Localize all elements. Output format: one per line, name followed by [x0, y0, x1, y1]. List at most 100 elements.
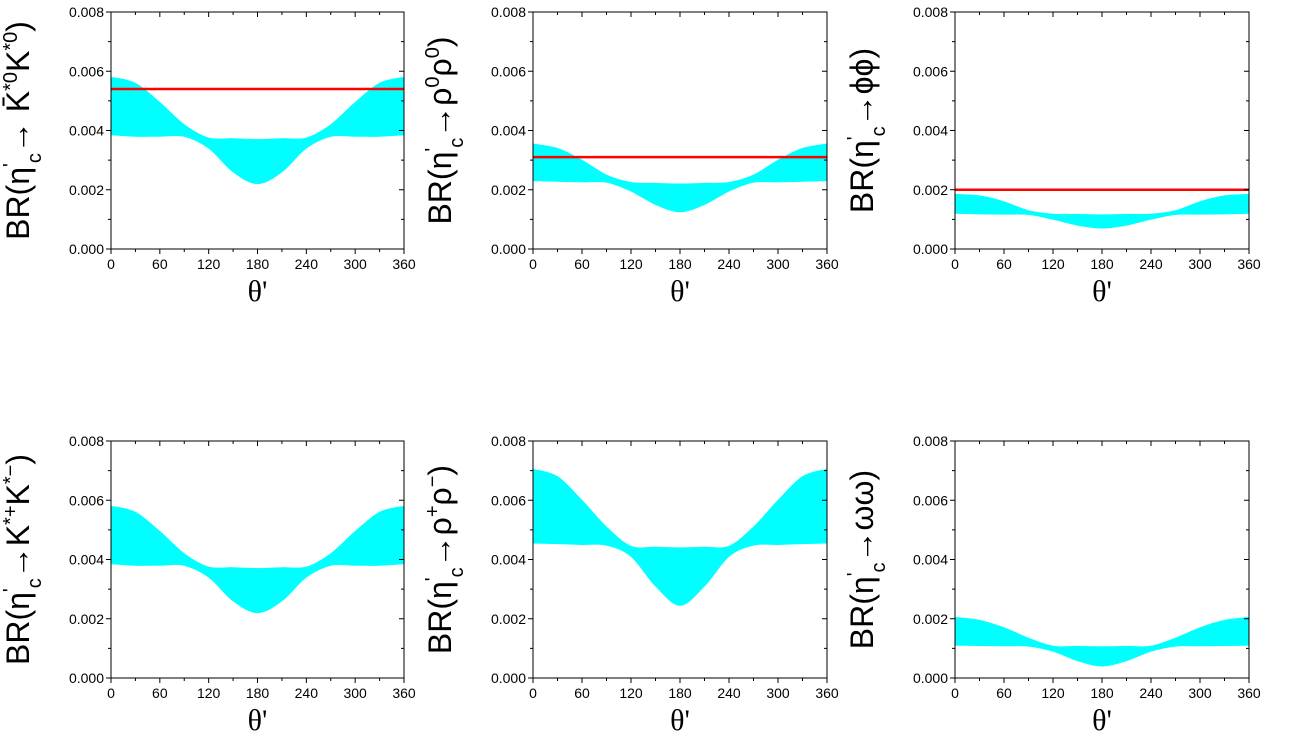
x-tick-label: 300	[766, 256, 790, 272]
x-tick-label: 120	[619, 685, 643, 701]
y-axis-label-part: '	[422, 577, 444, 581]
y-tick-label: 0.000	[69, 241, 104, 257]
x-tick-label: 0	[529, 256, 537, 272]
y-axis-label-part: +	[422, 505, 444, 517]
y-axis-label-part: BR(η	[844, 576, 880, 649]
x-axis-label: θ'	[1092, 704, 1112, 737]
y-tick-label: 0.004	[491, 552, 526, 568]
y-axis-label-part: )	[422, 465, 458, 476]
y-tick-label: 0.000	[491, 241, 526, 257]
x-tick-label: 60	[152, 685, 168, 701]
y-tick-label: 0.002	[491, 182, 526, 198]
y-axis-label-part: BR(η	[422, 581, 458, 654]
x-tick-label: 0	[529, 685, 537, 701]
x-tick-label: 120	[1041, 256, 1065, 272]
prediction-band	[954, 193, 1250, 229]
x-axis-label: θ'	[670, 275, 690, 308]
y-tick-label: 0.000	[913, 670, 948, 686]
y-axis-label-part: ρ	[422, 487, 458, 505]
y-tick-label: 0.004	[913, 552, 948, 568]
x-tick-label: 300	[1188, 685, 1212, 701]
y-axis-label-part: c	[868, 126, 890, 136]
y-axis-label-part: 0	[422, 47, 444, 58]
y-tick-label: 0.002	[913, 182, 948, 198]
x-tick-label: 240	[295, 685, 319, 701]
y-axis-label-part: →ρ	[422, 517, 458, 567]
chart-panel-top-middle: 0 60 120 180 240 300 360 0.000 0.002 0.004 0.006 0.…	[422, 4, 839, 308]
chart-panel-bottom-right: 0 60 120 180 240 300 360 0.000 0.002 0.004 0.006 0.…	[844, 433, 1261, 737]
prediction-band	[532, 143, 828, 213]
x-tick-label: 360	[815, 256, 839, 272]
y-axis-label-part: BR(η	[844, 140, 880, 213]
y-axis-label-part: →ωω)	[844, 470, 880, 563]
y-axis-label-part: →K	[0, 525, 36, 578]
y-axis-label: BR(η'c→K*+K*−)	[0, 454, 46, 665]
x-tick-label: 360	[1237, 256, 1261, 272]
y-tick-label: 0.008	[913, 4, 948, 20]
x-tick-label: 360	[1237, 685, 1261, 701]
x-tick-label: 120	[1041, 685, 1065, 701]
y-axis-label-part: )	[0, 454, 36, 465]
x-tick-label: 120	[197, 685, 221, 701]
x-tick-label: 360	[392, 685, 416, 701]
y-tick-label: 0.004	[69, 552, 104, 568]
y-axis-label-part: c	[446, 138, 468, 148]
y-axis-label-part: BR(η	[0, 167, 36, 240]
x-tick-label: 0	[951, 256, 959, 272]
y-axis-label-part: →	[0, 112, 36, 153]
x-tick-label: 180	[1090, 685, 1114, 701]
y-tick-label: 0.008	[913, 433, 948, 449]
x-tick-label: 300	[766, 685, 790, 701]
x-tick-label: 60	[996, 256, 1012, 272]
y-axis-label-part: '	[0, 163, 22, 167]
x-tick-label: 300	[1188, 256, 1212, 272]
y-axis-label-part: BR(η	[422, 152, 458, 225]
y-axis-label-part: '	[844, 572, 866, 576]
y-axis-label-part: 0	[422, 76, 444, 87]
chart-panel-bottom-left: 0 60 120 180 240 300 360 0.000 0.002 0.004 0.006 0.…	[0, 433, 416, 737]
chart-panel-bottom-middle: 0 60 120 180 240 300 360 0.000 0.002 0.004 0.006 0.…	[422, 433, 839, 737]
x-tick-label: 120	[197, 256, 221, 272]
x-axis-label: θ'	[1092, 275, 1112, 308]
chart-panel-top-left: 0 60 120 180 240 300 360 0.000 0.002 0.004 0.006 0.…	[0, 4, 416, 308]
y-axis-label-part: *0	[0, 32, 22, 51]
y-axis-label-part: BR(η	[0, 592, 36, 665]
y-tick-label: 0.006	[913, 492, 948, 508]
x-tick-label: 0	[951, 685, 959, 701]
y-tick-label: 0.002	[69, 611, 104, 627]
y-tick-label: 0.000	[69, 670, 104, 686]
x-axis-label: θ'	[248, 704, 268, 737]
y-tick-label: 0.006	[913, 63, 948, 79]
y-tick-label: 0.004	[491, 123, 526, 139]
x-tick-label: 60	[574, 685, 590, 701]
y-tick-label: 0.004	[69, 123, 104, 139]
x-tick-label: 300	[343, 685, 367, 701]
y-axis-label-part: →ρ	[422, 88, 458, 138]
x-tick-label: 60	[152, 256, 168, 272]
y-axis-label-part: )	[422, 36, 458, 47]
y-axis-label-part: '	[0, 588, 22, 592]
x-tick-label: 240	[717, 685, 741, 701]
plot-frame	[532, 11, 828, 250]
y-axis-label: BR(η'c→ωω)	[844, 470, 890, 649]
y-axis-label-part: '	[844, 136, 866, 140]
x-tick-label: 180	[668, 256, 692, 272]
y-tick-label: 0.000	[491, 670, 526, 686]
x-tick-label: 180	[1090, 256, 1114, 272]
y-tick-label: 0.006	[491, 63, 526, 79]
y-tick-label: 0.008	[69, 433, 104, 449]
x-tick-label: 60	[996, 685, 1012, 701]
y-tick-label: 0.004	[913, 123, 948, 139]
prediction-band	[110, 505, 405, 614]
y-axis-label: BR(η'c→ϕϕ)	[844, 48, 890, 213]
y-tick-label: 0.002	[69, 182, 104, 198]
prediction-band	[532, 468, 828, 606]
x-tick-label: 240	[1139, 685, 1163, 701]
y-tick-label: 0.006	[69, 63, 104, 79]
y-axis-label: BR(η'c→ρ+ρ−)	[422, 465, 468, 654]
x-tick-label: 240	[717, 256, 741, 272]
prediction-band	[954, 616, 1250, 667]
x-tick-label: 0	[107, 256, 115, 272]
y-tick-label: 0.002	[491, 611, 526, 627]
